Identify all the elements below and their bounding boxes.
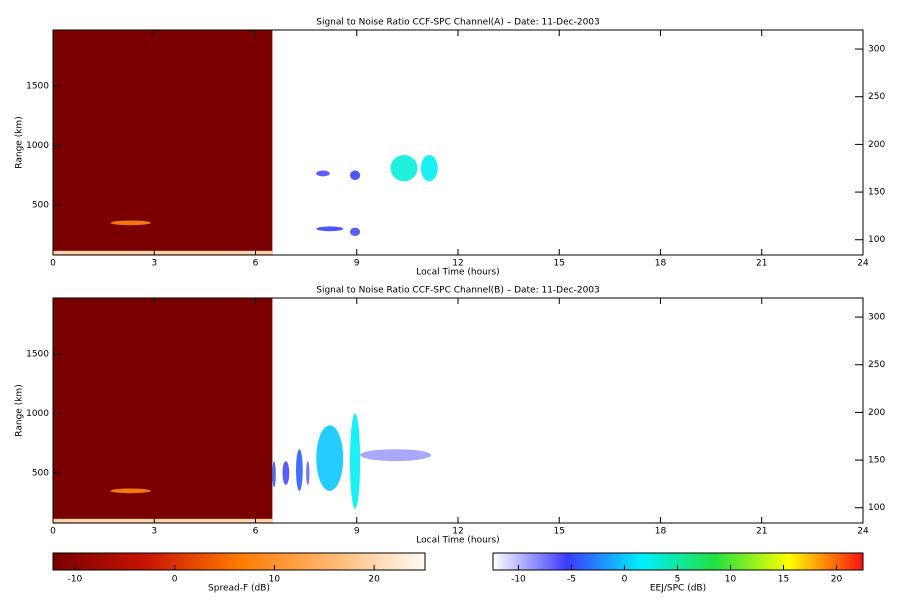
colorbar-tick-label: 0: [172, 575, 178, 585]
y2-tick-label: 300: [868, 45, 885, 55]
y2-tick-label: 100: [868, 503, 885, 513]
colorbar-tick-label: 20: [831, 575, 843, 585]
cell: [53, 298, 273, 523]
x-tick-label: 6: [253, 259, 259, 269]
echo-blob: [316, 170, 330, 177]
colorbar-label: Spread-F (dB): [208, 584, 270, 594]
cell: [53, 250, 273, 255]
echo-blob: [316, 226, 344, 232]
y2-tick-label: 200: [868, 408, 885, 418]
x-tick-label: 0: [50, 527, 56, 537]
colorbar-tick-label: 10: [269, 575, 281, 585]
echo-blob: [110, 488, 151, 494]
x-tick-label: 6: [253, 527, 259, 537]
y2-tick-label: 150: [868, 456, 885, 466]
x-axis-label: Local Time (hours): [416, 536, 499, 546]
x-tick-label: 9: [354, 259, 360, 269]
echo-blob: [110, 220, 151, 226]
colorbar-tick-label: 15: [778, 575, 789, 585]
x-tick-label: 24: [857, 259, 869, 269]
y-tick-label: 500: [32, 201, 49, 211]
y-axis-label: Range (km): [15, 384, 25, 436]
x-axis-label: Local Time (hours): [416, 268, 499, 278]
chart-title: Signal to Noise Ratio CCF-SPC Channel(B)…: [316, 286, 600, 296]
colorbar-tick-label: 5: [675, 575, 681, 585]
chart-title: Signal to Noise Ratio CCF-SPC Channel(A)…: [316, 18, 600, 28]
y2-tick-label: 100: [868, 235, 885, 245]
echo-blob: [306, 461, 310, 485]
colorbar-tick-label: 10: [725, 575, 737, 585]
echo-blob: [272, 461, 276, 488]
echo-blob: [420, 155, 438, 182]
echo-blob: [350, 227, 361, 236]
x-tick-label: 9: [354, 527, 360, 537]
x-tick-label: 12: [452, 259, 463, 269]
x-tick-label: 0: [50, 259, 56, 269]
colorbar: [52, 552, 426, 571]
x-tick-label: 15: [554, 259, 565, 269]
echo-blob: [350, 170, 361, 180]
echo-blob: [350, 413, 361, 509]
y-tick-label: 1000: [26, 141, 49, 151]
x-tick-label: 3: [151, 259, 157, 269]
y2-tick-label: 300: [868, 313, 885, 323]
y2-tick-label: 250: [868, 92, 885, 102]
y-tick-label: 1500: [26, 349, 49, 359]
echo-blob: [316, 425, 344, 491]
y2-tick-label: 200: [868, 140, 885, 150]
y2-tick-label: 150: [868, 188, 885, 198]
echo-blob: [360, 449, 431, 462]
x-tick-label: 24: [857, 527, 869, 537]
y-axis-label: Range (km): [15, 116, 25, 168]
x-tick-label: 18: [655, 527, 667, 537]
y-tick-label: 1000: [26, 409, 49, 419]
plot-area: [53, 298, 431, 523]
y2-tick-label: 250: [868, 360, 885, 370]
colorbar-label: EEJ/SPC (dB): [650, 584, 706, 594]
x-tick-label: 18: [655, 259, 667, 269]
colorbar-tick-label: -10: [511, 575, 526, 585]
colorbar: [492, 552, 864, 571]
x-tick-label: 21: [756, 527, 767, 537]
plot-area: [53, 30, 438, 255]
echo-blob: [282, 461, 290, 485]
x-tick-label: 21: [756, 259, 767, 269]
y-tick-label: 500: [32, 469, 49, 479]
cell: [53, 30, 273, 255]
x-tick-label: 3: [151, 527, 157, 537]
echo-blob: [390, 155, 418, 182]
x-tick-label: 12: [452, 527, 463, 537]
colorbar-tick-label: 0: [622, 575, 628, 585]
echo-blob: [296, 449, 303, 491]
y-tick-label: 1500: [26, 81, 49, 91]
colorbar-tick-label: -5: [567, 575, 576, 585]
x-tick-label: 15: [554, 527, 565, 537]
colorbar-tick-label: 20: [368, 575, 380, 585]
colorbar-tick-label: -10: [68, 575, 83, 585]
cell: [53, 518, 273, 523]
